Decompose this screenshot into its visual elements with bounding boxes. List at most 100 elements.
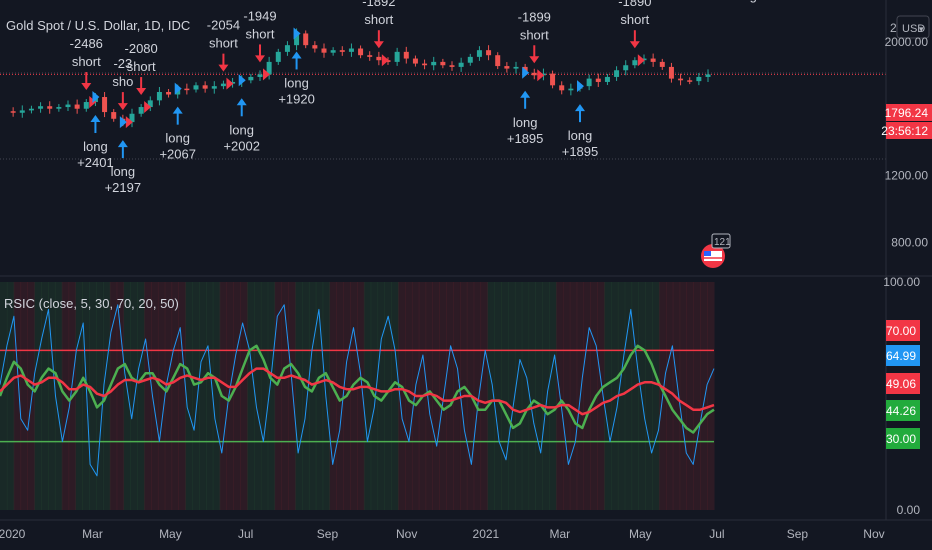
rsic-pane[interactable] <box>0 282 715 510</box>
candle[interactable] <box>367 55 373 57</box>
candle[interactable] <box>650 58 656 62</box>
candle[interactable] <box>284 45 290 52</box>
bear-zone <box>329 282 337 510</box>
candle[interactable] <box>28 108 34 111</box>
candle[interactable] <box>330 50 336 53</box>
candle[interactable] <box>568 88 574 91</box>
candle[interactable] <box>193 85 199 90</box>
candle[interactable] <box>303 33 309 46</box>
short-signal-label: short <box>876 0 905 3</box>
candle[interactable] <box>312 45 318 49</box>
candle[interactable] <box>586 78 592 87</box>
candle[interactable] <box>348 48 354 52</box>
candle[interactable] <box>166 92 172 95</box>
candle[interactable] <box>230 81 236 84</box>
short-arrow-head <box>136 88 147 96</box>
fast-ma-line[interactable] <box>0 344 715 434</box>
candle[interactable] <box>403 51 409 59</box>
candle[interactable] <box>211 86 217 89</box>
candle[interactable] <box>83 102 89 109</box>
candle[interactable] <box>614 70 620 77</box>
bear-zone <box>350 282 358 510</box>
bull-zone <box>384 282 392 510</box>
candle[interactable] <box>220 83 226 87</box>
candle[interactable] <box>659 61 665 67</box>
candle[interactable] <box>10 111 16 113</box>
candle[interactable] <box>495 55 501 67</box>
candle[interactable] <box>47 106 53 109</box>
candle[interactable] <box>604 76 610 82</box>
candle[interactable] <box>339 50 345 52</box>
time-axis[interactable]: 2020 Mar May Jul Sep Nov 2021 Mar May Jul Sep Nov <box>0 527 885 541</box>
candle[interactable] <box>358 48 364 56</box>
candle[interactable] <box>147 100 153 108</box>
candle[interactable] <box>156 92 162 101</box>
currency-button[interactable] <box>896 15 930 39</box>
price-axis[interactable]: 2000.00 1200.00 800.00 <box>885 35 929 250</box>
candle[interactable] <box>678 78 684 81</box>
candle[interactable] <box>422 63 428 66</box>
candle[interactable] <box>248 76 254 81</box>
log-scale-toggle[interactable]: 2 <box>890 21 897 35</box>
rsi-line[interactable] <box>0 304 715 477</box>
candle[interactable] <box>376 56 382 61</box>
bull-zone <box>130 282 138 510</box>
bull-zone <box>247 282 255 510</box>
candle[interactable] <box>458 62 464 67</box>
candle[interactable] <box>412 58 418 64</box>
candle[interactable] <box>257 74 263 77</box>
candle[interactable] <box>641 58 647 61</box>
candle[interactable] <box>531 72 537 76</box>
rsic-axis[interactable]: 100.00 0.00 <box>883 275 920 517</box>
short-signal-label: short <box>127 59 156 74</box>
candle[interactable] <box>440 61 446 66</box>
candle[interactable] <box>687 80 693 82</box>
candle[interactable] <box>668 66 674 79</box>
candle[interactable] <box>550 73 556 86</box>
slow-ma-line[interactable] <box>0 367 715 416</box>
candle[interactable] <box>275 51 281 62</box>
candle[interactable] <box>102 97 108 113</box>
candle[interactable] <box>632 60 638 66</box>
candle[interactable] <box>486 50 492 56</box>
candle[interactable] <box>74 104 80 109</box>
candle[interactable] <box>467 56 473 63</box>
candle[interactable] <box>705 74 711 77</box>
candle[interactable] <box>38 106 44 109</box>
candle[interactable] <box>65 104 71 108</box>
candle[interactable] <box>294 33 300 46</box>
candle[interactable] <box>138 107 144 114</box>
candle[interactable] <box>385 60 391 62</box>
candle[interactable] <box>19 110 25 113</box>
candle[interactable] <box>394 51 400 62</box>
candle[interactable] <box>595 78 601 82</box>
candle[interactable] <box>56 107 62 109</box>
candle[interactable] <box>623 65 629 71</box>
candle[interactable] <box>513 66 519 69</box>
bull-zone <box>212 282 221 510</box>
short-marker <box>263 68 270 81</box>
candle[interactable] <box>129 113 135 123</box>
bull-zone <box>54 282 63 510</box>
candle[interactable] <box>184 88 190 91</box>
candle[interactable] <box>540 73 546 76</box>
candle[interactable] <box>559 85 565 91</box>
candle[interactable] <box>449 65 455 67</box>
bull-zone <box>48 282 56 510</box>
economic-event-badge[interactable]: 121 <box>701 233 731 268</box>
candle[interactable] <box>476 50 482 57</box>
candle[interactable] <box>202 85 208 89</box>
short-marker <box>144 101 152 114</box>
bull-zone <box>521 282 530 510</box>
candle[interactable] <box>504 66 510 69</box>
candle[interactable] <box>696 76 702 82</box>
bear-zone <box>425 282 434 510</box>
candle[interactable] <box>266 61 272 75</box>
indicator-title[interactable]: RSIC (close, 5, 30, 70, 20, 50) <box>4 296 179 311</box>
candle[interactable] <box>321 48 327 53</box>
bear-zone <box>453 282 461 510</box>
candle[interactable] <box>111 112 117 119</box>
candle[interactable] <box>431 61 437 66</box>
